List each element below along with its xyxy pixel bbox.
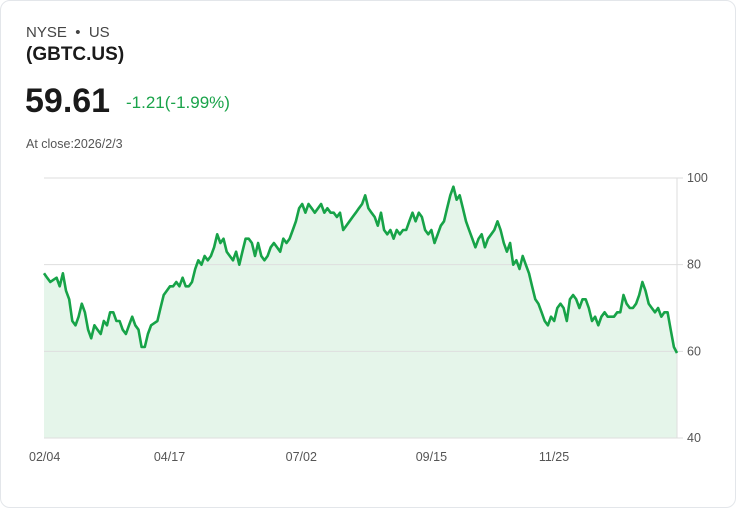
y-tick-label: 100 [687, 171, 708, 185]
area-fill [44, 186, 677, 438]
close-date: At close:2026/2/3 [26, 137, 123, 151]
y-tick-label: 80 [687, 258, 701, 272]
x-tick-label: 02/04 [29, 450, 60, 464]
ticker-symbol: (GBTC.US) [26, 44, 125, 65]
y-tick-label: 40 [687, 431, 701, 445]
x-tick-label: 09/15 [416, 450, 447, 464]
price-change: -1.21(-1.99%) [126, 93, 230, 112]
last-price: 59.61 [25, 82, 111, 120]
x-tick-label: 07/02 [286, 450, 317, 464]
exchange-label: NYSE • US [26, 24, 110, 41]
x-tick-label: 11/25 [539, 450, 569, 464]
price-line [42, 185, 679, 354]
y-tick-label: 60 [687, 344, 701, 358]
x-tick-label: 04/17 [154, 450, 185, 464]
